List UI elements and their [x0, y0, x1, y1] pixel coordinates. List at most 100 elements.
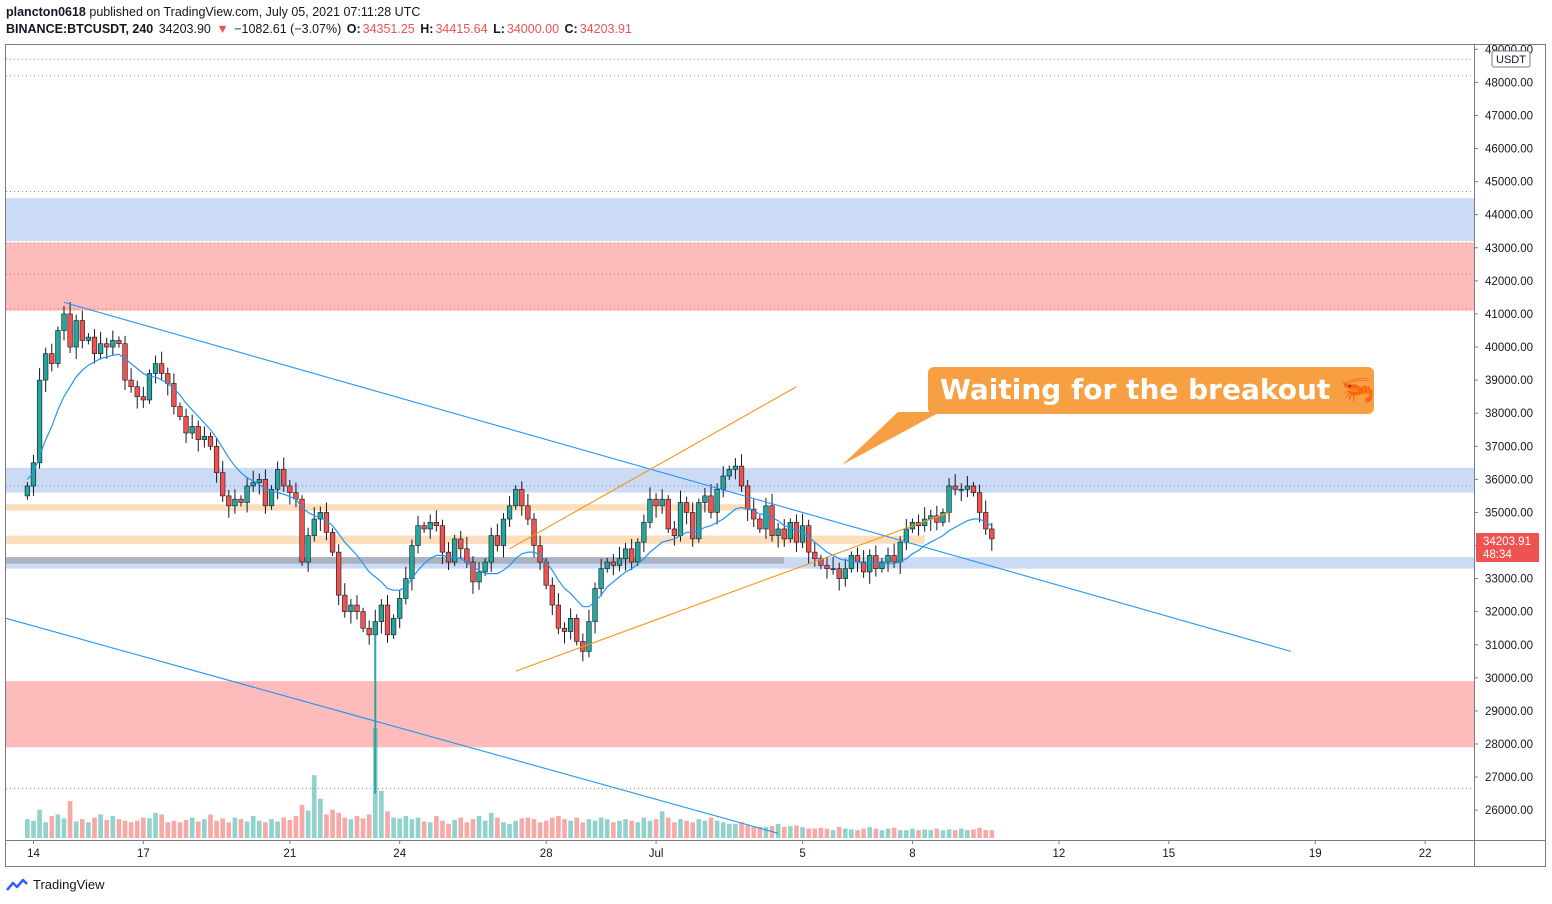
volume-bar [965, 830, 970, 838]
volume-bar [128, 822, 134, 838]
volume-bar [879, 830, 885, 838]
candle-body [49, 353, 55, 364]
candle-body [226, 495, 232, 507]
volume-bar [873, 828, 879, 838]
candle-body [989, 528, 995, 540]
volume-bar [684, 820, 689, 838]
volume-bar [244, 821, 250, 838]
volume-bar [299, 805, 305, 838]
volume-bar [641, 817, 647, 838]
candle-body [287, 485, 293, 493]
volume-bar [452, 819, 457, 838]
candle-body [879, 561, 885, 569]
time-tick-label: 17 [137, 848, 150, 860]
volume-bar [287, 819, 293, 838]
price-tick-label: 38000.00 [1485, 408, 1533, 420]
volume-bar [195, 821, 201, 838]
candle-body [641, 522, 647, 543]
candle-body [85, 336, 92, 341]
candle-body [268, 488, 275, 507]
price-tick-label: 44000.00 [1485, 210, 1533, 222]
candle-body [232, 498, 238, 507]
last-price-label: 34203.91 48:34 [1476, 533, 1539, 562]
price-tick-label: 48000.00 [1485, 77, 1533, 89]
candle-body [702, 495, 708, 503]
volume-bar [482, 820, 488, 838]
last-price-value: 34203.91 [1483, 536, 1531, 548]
candle-body [439, 525, 446, 553]
tradingview-footer[interactable]: TradingView [6, 877, 105, 892]
candle-body [30, 462, 37, 487]
high-label: H: [420, 22, 434, 36]
volume-bar [409, 819, 415, 838]
price-scale: 26000.00 27000.00 28000.00 29000.00 30000.00… [1474, 44, 1533, 817]
candle-body [390, 617, 397, 636]
volume-bar [708, 817, 714, 838]
candle-body [983, 512, 989, 530]
volume-bar [891, 827, 897, 838]
candle-body [366, 627, 372, 636]
candle-body [934, 515, 940, 523]
volume-bar [171, 820, 177, 838]
volume-bar [983, 830, 989, 838]
volume-bar [208, 814, 213, 838]
volume-bar [665, 817, 671, 838]
candle-body [696, 502, 702, 540]
volume-bar [592, 820, 598, 838]
published-text: published on TradingView.com, July 05, 2… [89, 5, 421, 19]
price-tick-label: 46000.00 [1485, 144, 1533, 156]
volume-bar [507, 823, 512, 838]
volume-bar [263, 822, 268, 838]
candle-body [195, 426, 201, 440]
candle-body [793, 522, 800, 543]
candle-body [146, 373, 153, 401]
candle-body [787, 522, 793, 540]
price-tick-label: 40000.00 [1485, 342, 1533, 354]
candle-body [690, 512, 696, 540]
candle-body [659, 498, 665, 507]
volume-bar [226, 822, 232, 838]
volume-bar [61, 818, 67, 838]
candle-body [592, 588, 598, 622]
candle-body [43, 353, 49, 381]
orange-band-lower [6, 535, 925, 544]
volume-bar [855, 830, 860, 838]
volume-bar [989, 830, 995, 838]
candle-body [73, 320, 79, 348]
candle-body [952, 485, 958, 490]
candle-body [91, 336, 98, 354]
volume-bar [647, 820, 653, 838]
volume-bar [202, 819, 207, 838]
candle-body [213, 445, 220, 474]
high-value: 34415.64 [435, 22, 488, 36]
volume-bar [49, 816, 55, 838]
candle-body [36, 379, 43, 464]
price-tick-label: 35000.00 [1485, 507, 1533, 519]
tradingview-brand: TradingView [33, 877, 105, 892]
drawings [5, 301, 1292, 834]
volume-bar [720, 822, 726, 838]
price-tick-label: 37000.00 [1485, 441, 1533, 453]
volume-bar [501, 822, 506, 838]
candle-body [189, 426, 195, 434]
ascending-channel-lower [515, 511, 950, 672]
volume-bar [598, 817, 604, 838]
volume-bar [580, 822, 586, 838]
plot-area [6, 58, 1474, 790]
time-tick-label: 19 [1309, 848, 1322, 860]
candle-body [812, 551, 818, 560]
time-tick-label: 14 [27, 848, 40, 860]
volume-bar [73, 821, 79, 838]
volume-bar [836, 827, 842, 838]
volume-bar [885, 828, 891, 838]
publisher-name[interactable]: plancton0618 [6, 5, 86, 19]
volume-bar [397, 818, 403, 838]
callout-box [928, 367, 1374, 414]
volume-bar [403, 816, 409, 838]
candle-body [757, 518, 763, 530]
volume-bar [702, 820, 708, 838]
down-arrow-icon: ▼ [216, 22, 229, 36]
volume-bar [574, 817, 580, 838]
volume-bar [531, 819, 537, 838]
